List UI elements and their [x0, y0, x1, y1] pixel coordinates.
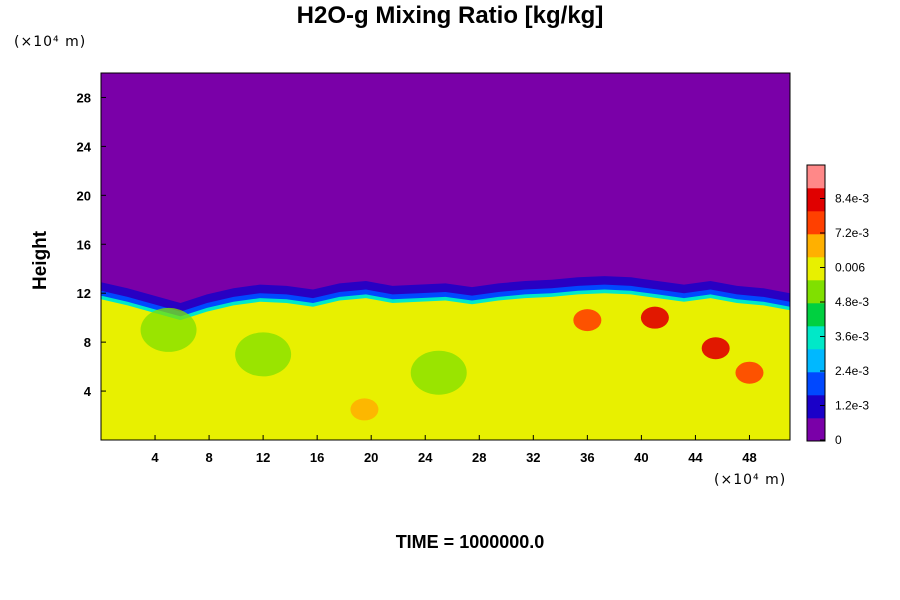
- colorbar-segment-9: [807, 234, 825, 258]
- heatmap-hot-spot-1: [701, 337, 730, 360]
- colorbar-label-1: 0: [835, 433, 842, 447]
- heatmap-cool-spot-3: [140, 307, 197, 352]
- heatmap-hot-spot-3: [573, 309, 602, 332]
- y-tick-label-16: 16: [77, 237, 91, 252]
- colorbar-label-4: 3.6e-3: [835, 330, 869, 344]
- y-tick-label-24: 24: [77, 139, 92, 154]
- x-tick-label-12: 12: [256, 450, 270, 465]
- colorbar-segment-2: [807, 395, 825, 419]
- colorbar-label-5: 4.8e-3: [835, 295, 869, 309]
- x-tick-label-24: 24: [418, 450, 433, 465]
- colorbar-segment-11: [807, 188, 825, 212]
- x-tick-label-32: 32: [526, 450, 540, 465]
- x-tick-label-40: 40: [634, 450, 648, 465]
- heatmap-cool-spot-2: [235, 332, 292, 377]
- time-footer: TIME = 1000000.0: [395, 532, 545, 552]
- colorbar-segment-10: [807, 211, 825, 235]
- x-tick-label-20: 20: [364, 450, 378, 465]
- colorbar-frame: [806, 164, 826, 442]
- colorbar-segment-6: [807, 303, 825, 327]
- plot-frame: [100, 72, 791, 441]
- heatmap-hot-spot-4: [735, 361, 764, 384]
- x-tick-label-36: 36: [580, 450, 594, 465]
- colorbar-segment-12: [807, 165, 825, 189]
- y-tick-label-8: 8: [84, 335, 91, 350]
- heatmap-cool-spot-1: [410, 350, 467, 395]
- y-axis-unit: (×10⁴ m): [14, 34, 87, 50]
- x-axis-unit: (×10⁴ m): [714, 472, 787, 488]
- x-tick-label-8: 8: [205, 450, 212, 465]
- colorbar-label-3: 2.4e-3: [835, 364, 869, 378]
- heatmap-hot-spot-5: [350, 398, 379, 421]
- colorbar-segment-1: [807, 418, 825, 442]
- colorbar-label-8: 8.4e-3: [835, 192, 869, 206]
- y-tick-label-28: 28: [77, 90, 91, 105]
- x-tick-label-44: 44: [688, 450, 703, 465]
- x-tick-label-4: 4: [151, 450, 159, 465]
- x-tick-label-28: 28: [472, 450, 486, 465]
- y-tick-label-12: 12: [77, 286, 91, 301]
- x-tick-label-48: 48: [742, 450, 756, 465]
- colorbar-segment-7: [807, 280, 825, 304]
- chart-title: H2O-g Mixing Ratio [kg/kg]: [296, 2, 604, 29]
- x-tick-label-16: 16: [310, 450, 324, 465]
- colorbar-segment-8: [807, 257, 825, 281]
- colorbar-label-2: 1.2e-3: [835, 399, 869, 413]
- heatmap-hot-spot-2: [640, 306, 669, 329]
- colorbar-segment-5: [807, 326, 825, 350]
- y-tick-label-20: 20: [77, 188, 91, 203]
- colorbar-segment-4: [807, 349, 825, 373]
- y-tick-label-4: 4: [84, 384, 92, 399]
- colorbar-label-6: 0.006: [835, 261, 865, 275]
- colorbar-segment-3: [807, 372, 825, 396]
- colorbar-label-7: 7.2e-3: [835, 226, 869, 240]
